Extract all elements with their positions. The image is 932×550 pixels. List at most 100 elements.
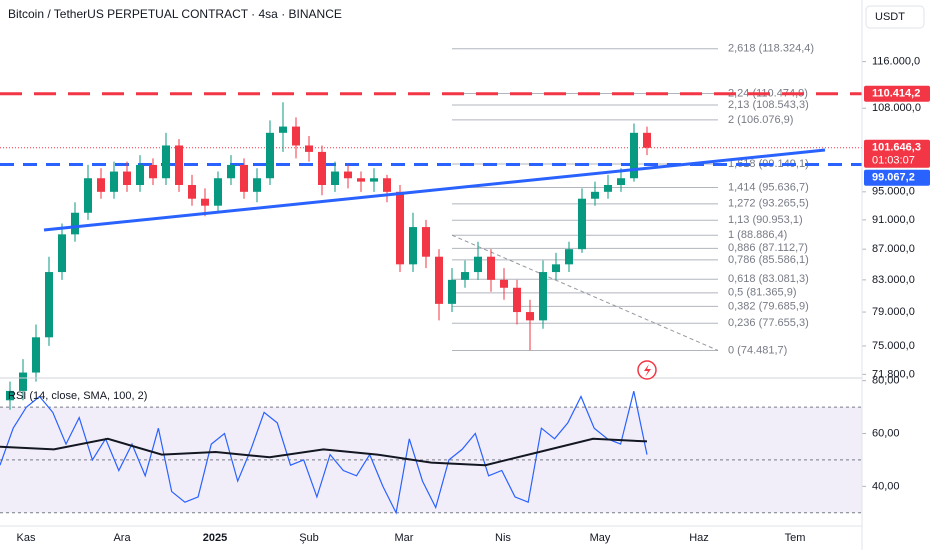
y-tick-label: 116.000,0 [872,56,920,68]
candle-body [396,191,404,265]
trend-line [43,148,826,232]
candle-body [474,256,482,273]
candle-body [461,272,469,280]
x-tick-label: Ara [113,532,131,544]
candle-body [344,171,352,179]
price-box-label: 99.067,2 [872,172,915,184]
candle-body [630,132,638,179]
candle-body [487,256,495,280]
candle-body [71,212,79,235]
candle-body [227,164,235,179]
x-tick-label: Haz [689,532,709,544]
candle-body [84,178,92,213]
fib-label: 0 (74.481,7) [728,344,787,356]
price-box-countdown: 01:03:07 [872,155,915,167]
fib-label: 1,272 (93.265,5) [728,198,809,210]
price-box [864,85,930,102]
candle-body [123,171,131,185]
fib-label: 0,5 (81.365,9) [728,287,797,299]
x-tick-label: May [590,532,611,544]
rsi-y-tick-label: 80,00 [872,375,900,387]
chart-title: Bitcoin / TetherUS PERPETUAL CONTRACT · … [8,7,342,21]
candle-body [32,337,40,373]
candle-body [253,178,261,192]
price-box-label: 110.414,2 [872,88,920,100]
candle-body [357,178,365,182]
candle-body [19,372,27,391]
fib-label: 2,13 (108.543,3) [728,99,809,111]
candle-body [500,279,508,288]
y-tick-label: 108.000,0 [872,102,921,114]
candle-body [6,390,14,401]
x-tick-label: Şub [299,532,319,544]
x-tick-label: Mar [395,532,414,544]
price-box [864,169,930,186]
y-tick-label: 79.000,0 [872,306,915,318]
y-tick-label: 83.000,0 [872,274,915,286]
candle-body [422,227,430,257]
candle-body [149,164,157,179]
candle-body [45,272,53,338]
candle-body [435,256,443,304]
fib-label: 1,13 (90.953,1) [728,214,803,226]
x-tick-label: Kas [17,532,36,544]
rsi-line [0,391,648,515]
candle-body [565,249,573,265]
candle-body [591,191,599,199]
rsi-y-tick-label: 40,00 [872,480,900,492]
candle-body [266,132,274,179]
candle-body [552,264,560,273]
x-tick-label: 2025 [203,532,227,544]
candle-body [539,272,547,321]
candle-body [578,198,586,250]
candle-body [279,126,287,133]
candle-body [188,184,196,199]
currency[interactable]: USDT [875,11,905,23]
x-tick-label: Nis [495,532,511,544]
candle-body [162,145,170,179]
price-box-label: 101.646,3 [872,142,921,154]
candle-body [383,178,391,192]
fib-label: 0,886 (87.112,7) [728,242,808,254]
rsi-y-tick-label: 60,00 [872,427,900,439]
fib-label: 2 (106.076,9) [728,114,793,126]
candle-body [201,198,209,206]
candle-body [175,145,183,185]
fib-label: 0,236 (77.655,3) [728,317,809,329]
candle-body [617,178,625,185]
fib-diagonal [451,234,719,351]
candle-body [370,178,378,182]
candle-body [292,126,300,146]
price-box [864,139,930,168]
candle-body [97,178,105,192]
candle-body [331,171,339,185]
rsi-sma-line [0,437,648,467]
candle-body [214,178,222,206]
y-tick-label: 95.000,0 [872,186,915,198]
rsi-band [0,407,862,513]
candle-body [240,164,248,192]
currency-button[interactable] [865,5,925,29]
fib-label: 0,382 (79.685,9) [728,300,809,312]
fib-label: 1,414 (95.636,7) [728,181,809,193]
y-tick-label: 87.000,0 [872,243,915,255]
rsi-title: RSI (14, close, SMA, 100, 2) [8,390,147,402]
candle-body [526,312,534,321]
candle-body [448,279,456,304]
fib-label: 0,786 (85.586,1) [728,254,809,266]
candle-body [409,227,417,265]
y-tick-label: 71.800,0 [872,368,915,380]
y-tick-label: 75.000,0 [872,340,915,352]
candle-body [513,287,521,313]
candle-body [136,164,144,185]
candle-body [643,132,651,148]
candle-body [58,234,66,273]
fib-label: 1 (88.886,4) [728,229,787,241]
candle-body [318,151,326,185]
candle-body [604,184,612,192]
candle-body [110,171,118,192]
x-tick-label: Tem [785,532,806,544]
candle-body [305,145,313,152]
event-icon-bolt [644,364,651,377]
